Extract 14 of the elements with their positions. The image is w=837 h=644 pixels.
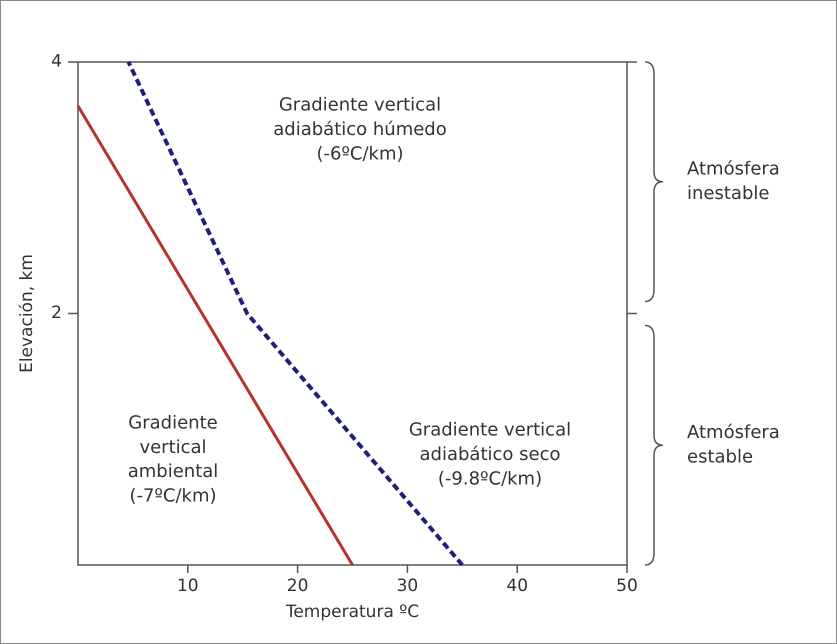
annotation: Gradiente vertical adiabático seco (-9.8ºC/km) (408, 420, 572, 490)
x-tick-label: 50 (616, 576, 638, 596)
annotation: Gradiente vertical adiabático húmedo (-6ºC/km) (273, 94, 447, 164)
x-axis-title: Temperatura ºC (284, 602, 420, 622)
text: Atmósfera estable (687, 422, 780, 468)
y-tick-label: 4 (51, 52, 62, 72)
x-tick-label: 40 (506, 576, 528, 596)
y-axis-title: Elevación, km (17, 254, 37, 373)
x-tick-label: 30 (396, 576, 418, 596)
x-tick-label: 20 (286, 576, 308, 596)
annotation: Gradiente vertical ambiental (-7ºC/km) (128, 412, 218, 506)
y-tick-label: 2 (51, 303, 62, 324)
text: Atmósfera inestable (687, 158, 780, 204)
x-tick-label: 10 (176, 576, 199, 596)
